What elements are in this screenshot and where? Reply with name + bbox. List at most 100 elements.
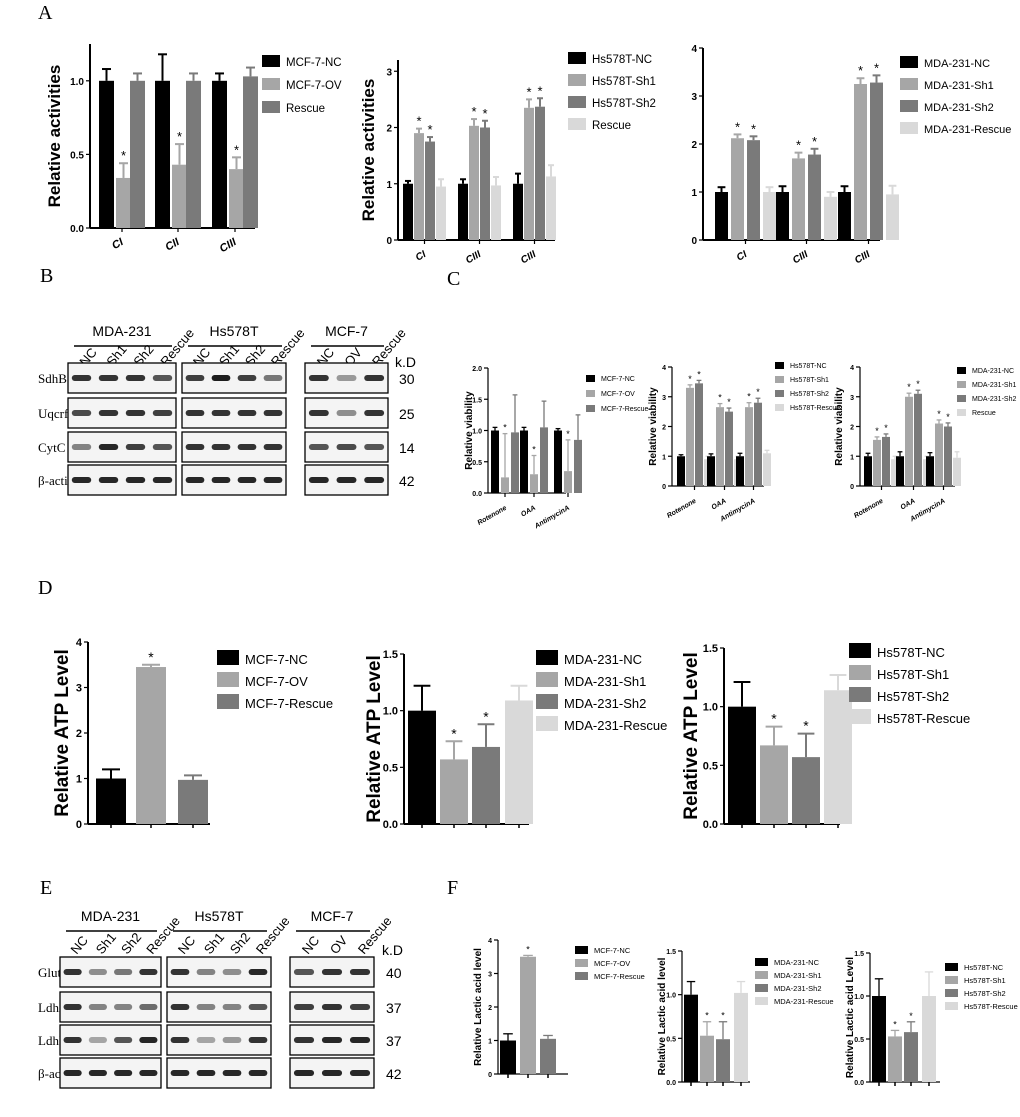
a3-bar bbox=[747, 140, 760, 240]
c2-y-tick-label: 4 bbox=[662, 365, 666, 372]
e-lane-label: Rescue bbox=[253, 914, 293, 957]
f2-legend-swatch bbox=[755, 984, 768, 992]
a2-bar bbox=[425, 141, 435, 240]
d1-legend-label: MCF-7-NC bbox=[245, 652, 308, 667]
a1-bar bbox=[172, 164, 187, 228]
a3-bar bbox=[776, 192, 789, 240]
a2-significance-mark: * bbox=[482, 106, 487, 121]
a1-legend-swatch bbox=[262, 78, 280, 90]
a2-bar bbox=[480, 127, 490, 240]
c3-bar bbox=[882, 436, 890, 486]
b-band bbox=[152, 375, 173, 381]
a1-x-tick-label: CII bbox=[163, 236, 182, 254]
d1-legend-swatch bbox=[217, 694, 239, 709]
a2-x-tick-label: CIII bbox=[519, 249, 538, 266]
a1-legend-swatch bbox=[262, 55, 280, 67]
f3-legend-label: Hs578T-Sh2 bbox=[964, 989, 1006, 998]
a1-bar bbox=[186, 80, 201, 228]
c3-bar bbox=[864, 456, 872, 486]
f2-legend-label: MDA-231-Rescue bbox=[774, 997, 834, 1006]
c2-legend-label: Hs578T-Rescue bbox=[790, 405, 840, 412]
d2-y-tick-label: 1.0 bbox=[383, 706, 398, 718]
d2-bar bbox=[408, 710, 436, 824]
panel-label-f: F bbox=[447, 877, 459, 899]
e-lane-label: NC bbox=[299, 933, 323, 957]
d3-legend-swatch bbox=[849, 687, 871, 702]
b-band bbox=[71, 410, 92, 416]
a3-x-tick-label: CI bbox=[735, 249, 749, 264]
d1-y-tick-label: 4 bbox=[76, 637, 83, 649]
e-band bbox=[170, 1070, 190, 1076]
b-group-label: Hs578T bbox=[209, 323, 258, 339]
e-band bbox=[114, 969, 133, 975]
panel-label-d: D bbox=[38, 577, 53, 599]
b-band bbox=[98, 444, 119, 450]
e-lane-label: NC bbox=[67, 933, 91, 957]
c1-bar bbox=[520, 430, 528, 493]
f1-legend-swatch bbox=[575, 972, 588, 980]
a1-bar bbox=[116, 177, 131, 228]
c2-bar bbox=[677, 456, 685, 486]
f2-y-tick-label: 0.0 bbox=[666, 1080, 676, 1087]
f3-bar bbox=[872, 996, 886, 1082]
c1-x-tick-label: OAA bbox=[520, 505, 537, 519]
c3-significance-mark: * bbox=[916, 379, 920, 389]
b-band bbox=[185, 375, 205, 381]
c3-bar bbox=[873, 439, 881, 486]
a2-legend-label: Hs578T-Sh1 bbox=[592, 76, 656, 88]
b-band bbox=[185, 477, 205, 483]
d2-y-axis-label: Relative ATP Level bbox=[364, 655, 385, 823]
c2-legend-label: Hs578T-Sh2 bbox=[790, 391, 829, 398]
a2-legend-label: Hs578T-Sh2 bbox=[592, 98, 656, 110]
d2-bar bbox=[472, 746, 500, 824]
c2-x-tick-label: Rotenone bbox=[666, 498, 698, 520]
e-band bbox=[293, 1004, 315, 1010]
f2-bar bbox=[716, 1039, 730, 1082]
d1-bar bbox=[136, 667, 166, 824]
a2-y-tick-label: 1 bbox=[386, 180, 392, 191]
c3-y-axis-label: Relative viability bbox=[834, 387, 845, 466]
a2-bar bbox=[535, 106, 545, 240]
a2-bar bbox=[414, 133, 424, 240]
a3-bar bbox=[808, 154, 821, 240]
a3-y-tick-label: 0 bbox=[691, 236, 697, 247]
f1-y-tick-label: 3 bbox=[488, 972, 492, 979]
a1-legend-label: MCF-7-OV bbox=[286, 80, 342, 92]
f2-significance-mark: * bbox=[705, 1011, 709, 1021]
b-band bbox=[125, 477, 146, 483]
f3-y-tick-label: 1.5 bbox=[854, 951, 864, 958]
b-band bbox=[336, 375, 357, 381]
b-kd-unit: k.D bbox=[395, 354, 416, 370]
e-band bbox=[114, 1070, 133, 1076]
d3-bar bbox=[824, 690, 852, 824]
e-lane-label: Sh1 bbox=[93, 930, 119, 957]
a2-legend-label: Rescue bbox=[592, 120, 631, 132]
b-band bbox=[364, 444, 385, 450]
c1-legend-label: MCF-7-Rescue bbox=[601, 406, 649, 413]
e-lane-label: OV bbox=[327, 933, 351, 957]
a3-significance-mark: * bbox=[874, 60, 879, 75]
d1-bar bbox=[178, 779, 208, 824]
d3-y-tick-label: 1.5 bbox=[703, 643, 718, 655]
f1-y-axis-label: Relative Lactic acid level bbox=[473, 948, 484, 1066]
d1-y-tick-label: 3 bbox=[76, 683, 82, 695]
c2-y-axis-label: Relative viability bbox=[648, 387, 659, 466]
c2-y-tick-label: 1 bbox=[662, 454, 666, 461]
f1-legend-label: MCF-7-Rescue bbox=[594, 972, 645, 981]
e-band bbox=[321, 1037, 343, 1043]
c1-bar bbox=[540, 427, 548, 493]
a1-bar bbox=[212, 80, 227, 228]
e-band bbox=[248, 1070, 268, 1076]
b-kd-value: 42 bbox=[399, 473, 415, 489]
b-kd-value: 25 bbox=[399, 406, 415, 422]
d3-legend-label: Hs578T-Sh2 bbox=[877, 689, 949, 704]
d3-significance-mark: * bbox=[803, 718, 809, 734]
c3-y-tick-label: 4 bbox=[850, 365, 854, 372]
e-band bbox=[248, 1037, 268, 1043]
f1-y-tick-label: 4 bbox=[488, 938, 492, 945]
e-band bbox=[321, 969, 343, 975]
c1-significance-mark: * bbox=[503, 423, 507, 433]
a2-y-tick-label: 3 bbox=[386, 67, 392, 78]
e-band bbox=[88, 1004, 107, 1010]
a3-legend-swatch bbox=[900, 100, 918, 112]
